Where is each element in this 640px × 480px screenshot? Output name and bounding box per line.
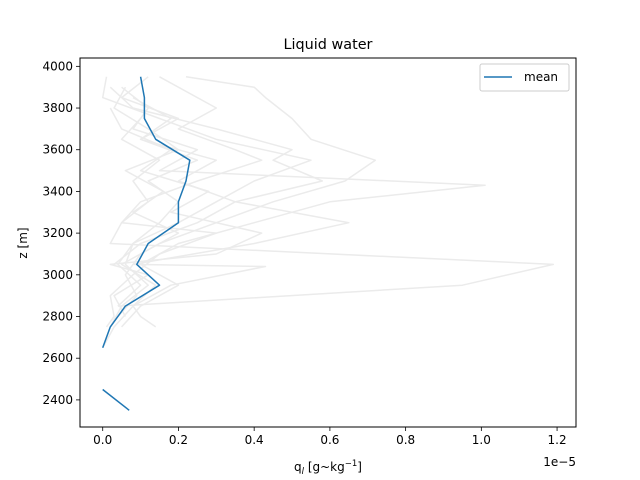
y-axis-label: z [m]: [16, 227, 30, 258]
y-tick-label: 3200: [42, 226, 73, 240]
mean-series: [101, 76, 191, 411]
x-tick-label: 0.0: [93, 433, 112, 447]
member-line-6: [121, 86, 486, 328]
x-axis-label: ql [g~kg−1]: [294, 459, 362, 477]
plot-frame: [79, 57, 577, 428]
x-axis-label-main: q: [294, 460, 302, 474]
x-axis-ticks: 0.0 0.2 0.4 0.6 0.8 1.0 1.2: [93, 427, 567, 447]
x-tick-label: 1.2: [548, 433, 567, 447]
y-tick-label: 4000: [42, 59, 73, 73]
mean-line-segment-1: [101, 76, 191, 349]
x-axis-label-rest: [g~kg: [304, 460, 345, 474]
y-tick-label: 2600: [42, 351, 73, 365]
x-tick-label: 0.4: [245, 433, 264, 447]
y-tick-label: 3800: [42, 101, 73, 115]
x-offset-label: 1e−5: [543, 455, 576, 469]
ensemble-members: [101, 76, 555, 349]
y-tick-label: 2800: [42, 310, 73, 324]
x-axis-label-sub: l: [302, 467, 305, 477]
y-tick-label: 3400: [42, 184, 73, 198]
member-line-3: [102, 76, 377, 349]
x-axis-label-sup: −1: [345, 459, 358, 469]
chart-title: Liquid water: [284, 37, 373, 53]
member-line-10: [113, 86, 180, 318]
y-axis-ticks: 2400 2600 2800 3000 3200 3400 3600 3800 4000: [42, 59, 80, 407]
y-tick-label: 3000: [42, 268, 73, 282]
member-line-5: [109, 76, 555, 307]
mean-line-segment-2: [102, 388, 130, 411]
x-axis-label-end: ]: [357, 460, 362, 474]
y-tick-label: 3600: [42, 143, 73, 157]
x-tick-label: 0.2: [169, 433, 188, 447]
x-tick-label: 0.6: [320, 433, 339, 447]
x-tick-label: 1.0: [472, 433, 491, 447]
x-tick-label: 0.8: [396, 433, 415, 447]
y-tick-label: 2400: [42, 393, 73, 407]
legend-mean-label: mean: [524, 70, 558, 84]
member-line-9: [105, 117, 218, 328]
member-line-8: [109, 107, 263, 317]
legend: mean: [479, 63, 570, 92]
legend-box: [479, 63, 570, 92]
member-line-4: [109, 86, 324, 265]
